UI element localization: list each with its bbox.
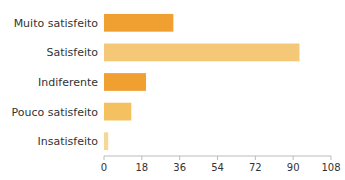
tick bbox=[255, 156, 256, 160]
tick-label: 54 bbox=[211, 162, 224, 173]
value-axis: 0 18 36 54 72 90 108 bbox=[101, 156, 341, 173]
tick bbox=[141, 156, 142, 160]
category-label: Satisfeito bbox=[46, 46, 98, 59]
category-label: Pouco satisfeito bbox=[11, 106, 98, 119]
tick bbox=[217, 156, 218, 160]
bar bbox=[104, 44, 299, 62]
tick-label: 90 bbox=[287, 162, 300, 173]
tick bbox=[331, 156, 332, 160]
chart-container: 0 18 36 54 72 90 108 Muito satisfeito Satisfeito… bbox=[0, 0, 345, 180]
tick bbox=[179, 156, 180, 160]
bars bbox=[104, 14, 299, 150]
tick bbox=[104, 156, 105, 160]
category-label: Muito satisfeito bbox=[14, 17, 99, 30]
tick-label: 18 bbox=[135, 162, 148, 173]
tick bbox=[293, 156, 294, 160]
bar bbox=[104, 132, 108, 150]
category-label: Indiferente bbox=[38, 76, 98, 89]
category-label: Insatisfeito bbox=[37, 135, 98, 148]
category-axis: Muito satisfeito Satisfeito Indiferente Pou… bbox=[11, 17, 98, 148]
tick-label: 0 bbox=[101, 162, 107, 173]
tick-label: 36 bbox=[173, 162, 186, 173]
bar bbox=[104, 73, 146, 91]
bar bbox=[104, 14, 173, 32]
tick-label: 72 bbox=[249, 162, 262, 173]
tick-label: 108 bbox=[321, 162, 340, 173]
chart: 0 18 36 54 72 90 108 Muito satisfeito Satisfeito… bbox=[0, 0, 345, 180]
bar bbox=[104, 103, 131, 121]
